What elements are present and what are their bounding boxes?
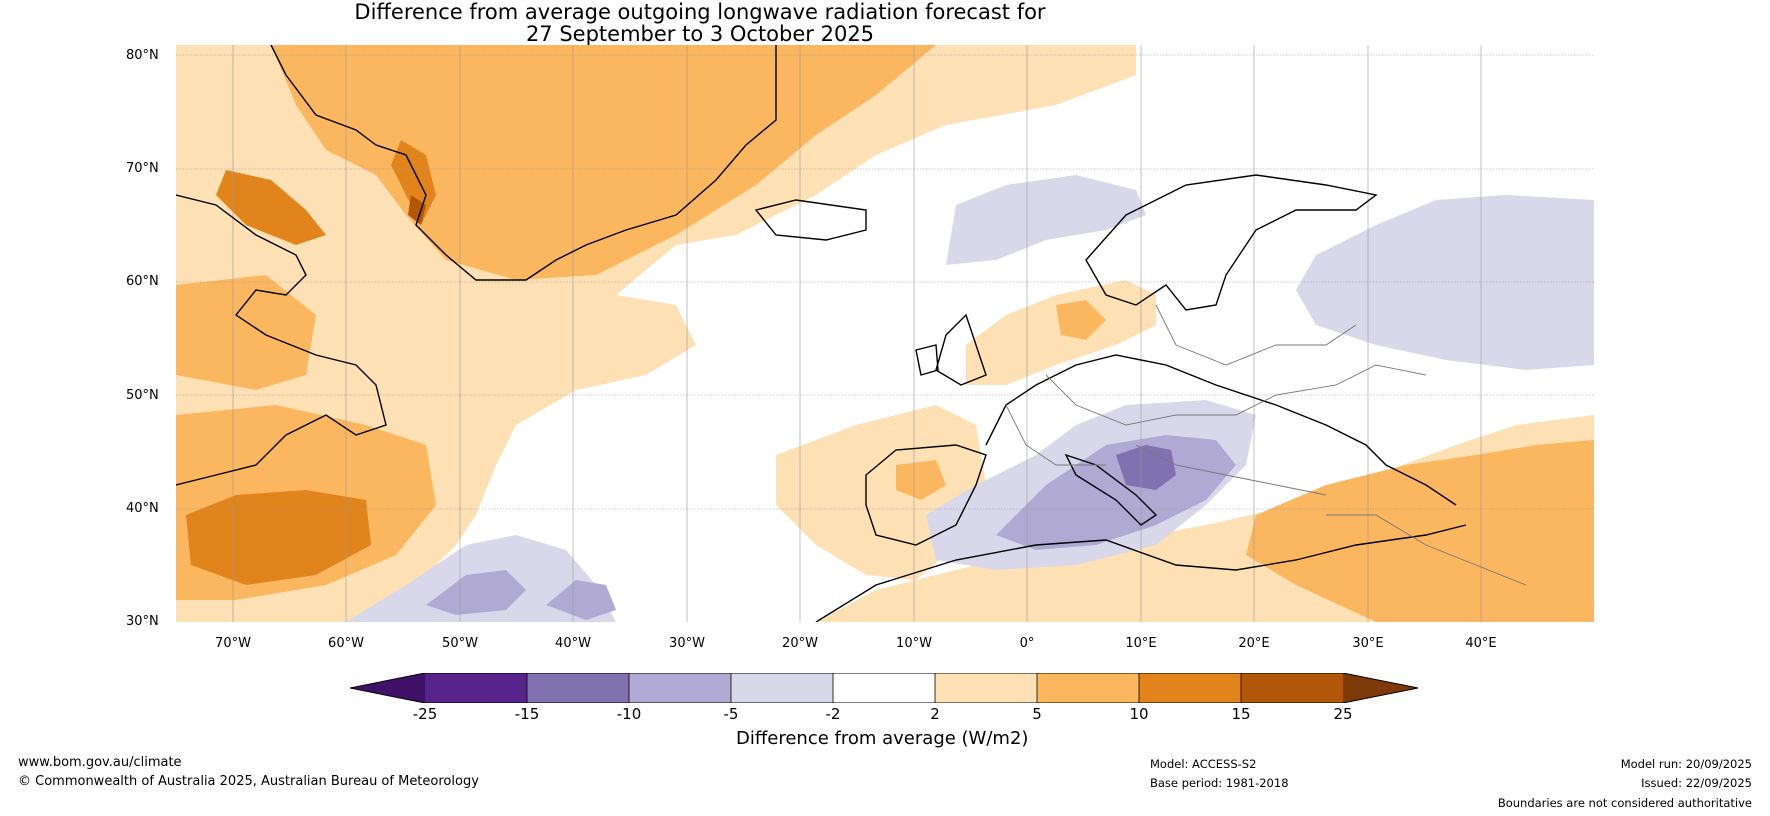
lat-label-40n: 40°N [126, 501, 159, 516]
colorbar-extend-low [350, 673, 425, 703]
lon-label-0: 0° [1019, 636, 1035, 651]
coast-ireland [915, 344, 939, 376]
footer-website: www.bom.gov.au/climate [18, 755, 182, 770]
coast-europe [985, 354, 1457, 506]
footer-model-run: Model run: 20/09/2025 [1620, 757, 1752, 771]
map-title-line1: Difference from average outgoing longwav… [354, 0, 1046, 24]
colorbar-tick: -25 [412, 705, 438, 723]
anomaly-orange-middle-east [1246, 440, 1594, 622]
colorbar-bin-2 [527, 673, 629, 703]
anomaly-darkorange-us [186, 490, 371, 585]
lat-label-80n: 80°N [126, 48, 159, 63]
anomaly-purple-med [996, 435, 1236, 550]
coast-iberia [865, 444, 987, 546]
lon-label-50w: 50°W [442, 636, 478, 651]
map-title-line2: 27 September to 3 October 2025 [525, 22, 875, 46]
anomaly-orange-labrador [176, 275, 316, 390]
lon-label-10w: 10°W [896, 636, 932, 651]
colorbar-tick: 10 [1129, 705, 1149, 723]
lon-label-30w: 30°W [669, 636, 705, 651]
lat-label-60n: 60°N [126, 274, 159, 289]
lon-label-60w: 60°W [328, 636, 364, 651]
colorbar-bin-3 [629, 673, 731, 703]
footer-copyright: © Commonwealth of Australia 2025, Austra… [18, 774, 479, 789]
colorbar-tick: -15 [514, 705, 540, 723]
borders [1005, 304, 1527, 586]
anomaly-map [176, 45, 1594, 622]
footer-issued: Issued: 22/09/2025 [1641, 776, 1752, 790]
lon-label-30e: 30°E [1352, 636, 1384, 651]
coast-north-america [176, 194, 387, 486]
lon-label-40w: 40°W [555, 636, 591, 651]
colorbar-tick: 5 [1032, 705, 1042, 723]
coast-iceland [754, 199, 867, 241]
coast-italy [1064, 453, 1158, 526]
colorbar-tick: 15 [1231, 705, 1251, 723]
footer-disclaimer: Boundaries are not considered authoritat… [1497, 796, 1752, 810]
colorbar-bin-5 [833, 673, 935, 703]
colorbar-label: Difference from average (W/m2) [736, 728, 1029, 749]
lon-label-10e: 10°E [1125, 636, 1157, 651]
lat-label-30n: 30°N [126, 614, 159, 629]
lon-label-40e: 40°E [1465, 636, 1497, 651]
graticule [176, 45, 1594, 622]
colorbar-bin-1 [425, 673, 527, 703]
coast-greenland [270, 45, 777, 281]
colorbar-extend-high [1343, 673, 1418, 703]
colorbar-bin-7 [1037, 673, 1139, 703]
colorbar-tick: -2 [825, 705, 841, 723]
colorbar-tick: -10 [616, 705, 642, 723]
colorbar-bin-6 [935, 673, 1037, 703]
anomaly-orange-denmark [1056, 300, 1106, 340]
anomaly-darkorange-greenland [391, 140, 436, 225]
anomaly-purple-atlantic2 [546, 580, 616, 620]
anomaly-lilac-russia [1296, 195, 1594, 370]
anomaly-orange-greenland-small [408, 195, 426, 225]
colorbar [350, 673, 1419, 703]
coast-north-africa [815, 524, 1467, 622]
lon-label-20e: 20°E [1238, 636, 1270, 651]
anomaly-darkpurple-balkans [1116, 445, 1176, 490]
colorbar-bin-4 [731, 673, 833, 703]
anomaly-purple-atlantic [426, 570, 526, 615]
anomaly-orange-greenland [271, 45, 936, 280]
coastlines [176, 45, 1467, 622]
colorbar-tick: 2 [930, 705, 940, 723]
colorbar-bin-8 [1139, 673, 1241, 703]
anomaly-lilac-scandinavia [946, 175, 1146, 265]
colorbar-tick: 25 [1333, 705, 1353, 723]
lat-label-70n: 70°N [126, 161, 159, 176]
anomaly-orange-iberia-small [896, 460, 946, 500]
lon-label-20w: 20°W [782, 636, 818, 651]
lat-label-50n: 50°N [126, 388, 159, 403]
anomaly-darkorange-labrador [216, 170, 326, 245]
footer-model: Model: ACCESS-S2 [1150, 757, 1257, 771]
coast-scandinavia [1085, 174, 1378, 311]
lon-label-70w: 70°W [215, 636, 251, 651]
footer-base-period: Base period: 1981-2018 [1150, 776, 1289, 790]
colorbar-bin-9 [1241, 673, 1343, 703]
colorbar-tick: -5 [723, 705, 739, 723]
